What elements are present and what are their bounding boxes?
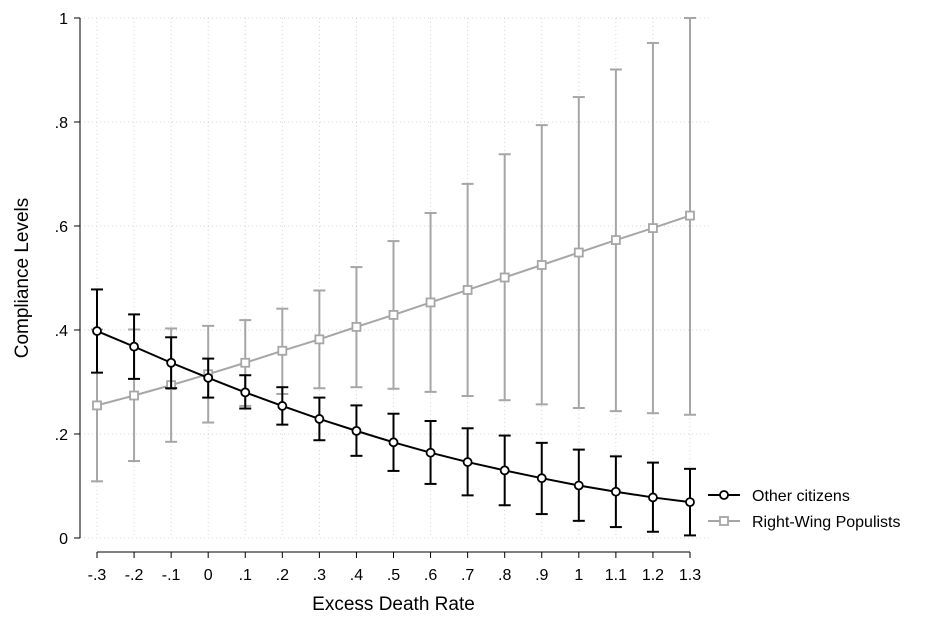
legend-marker bbox=[719, 490, 729, 500]
x-tick-label: .4 bbox=[350, 567, 363, 584]
data-point bbox=[277, 345, 288, 356]
data-point bbox=[685, 210, 695, 221]
legend-label: Other citizens bbox=[752, 488, 850, 505]
x-tick-label: 1.2 bbox=[642, 567, 664, 584]
data-point bbox=[240, 357, 251, 368]
x-tick-label: .2 bbox=[276, 567, 289, 584]
data-point bbox=[648, 223, 658, 233]
data-point bbox=[351, 425, 362, 436]
x-tick-label: -.1 bbox=[162, 567, 181, 584]
data-point bbox=[685, 497, 695, 508]
data-point bbox=[166, 357, 177, 368]
data-point bbox=[203, 372, 214, 383]
data-point bbox=[277, 401, 288, 411]
x-tick-label: .3 bbox=[313, 567, 326, 584]
series bbox=[91, 17, 696, 537]
data-point bbox=[536, 473, 547, 484]
data-point bbox=[314, 334, 325, 345]
y-tick-label: .8 bbox=[55, 115, 68, 132]
data-point bbox=[536, 260, 547, 270]
data-point bbox=[610, 486, 621, 497]
x-tick-label: .6 bbox=[424, 567, 437, 584]
data-point bbox=[240, 387, 251, 398]
series-other-citizens bbox=[91, 288, 696, 537]
data-point bbox=[314, 414, 325, 424]
series-right-wing-populists bbox=[91, 17, 696, 483]
x-tick-label: -.2 bbox=[125, 567, 144, 584]
data-point bbox=[573, 247, 584, 258]
data-point bbox=[388, 310, 399, 320]
x-tick-label: .9 bbox=[535, 567, 548, 584]
x-tick-label: .7 bbox=[461, 567, 474, 584]
x-tick-label: 1.1 bbox=[605, 567, 627, 584]
y-tick-label: .2 bbox=[55, 427, 68, 444]
data-point bbox=[610, 235, 621, 245]
x-tick-label: -.3 bbox=[88, 567, 107, 584]
data-point bbox=[573, 480, 584, 491]
y-tick-label: .4 bbox=[55, 323, 68, 340]
data-point bbox=[351, 321, 362, 332]
y-tick-label: 0 bbox=[59, 531, 68, 548]
x-tick-label: 1 bbox=[574, 567, 583, 584]
data-point bbox=[129, 341, 139, 352]
x-tick-label: 1.3 bbox=[679, 567, 701, 584]
x-tick-label: 0 bbox=[204, 567, 213, 584]
legend-marker bbox=[719, 516, 729, 526]
data-point bbox=[462, 285, 473, 295]
data-point bbox=[462, 457, 473, 467]
legend: Other citizens Right-Wing Populists bbox=[708, 488, 901, 531]
legend-label: Right-Wing Populists bbox=[752, 514, 901, 531]
x-tick-label: .1 bbox=[239, 567, 252, 584]
data-point bbox=[648, 492, 658, 503]
data-point bbox=[92, 400, 102, 411]
data-point bbox=[499, 272, 510, 283]
x-tick-label: .8 bbox=[498, 567, 511, 584]
data-point bbox=[92, 326, 102, 336]
data-point bbox=[499, 465, 510, 476]
data-point bbox=[388, 437, 399, 448]
ticks: 0 .2 .4 .6 .8 1 -.3 -.2 -.1 0 .1 .2 .3 .4 .5 .6 .7 .8 .9 1 1… bbox=[55, 11, 702, 584]
data-point bbox=[129, 390, 139, 401]
data-point bbox=[425, 297, 436, 308]
y-tick-label: 1 bbox=[59, 11, 68, 28]
y-tick-label: .6 bbox=[55, 219, 68, 236]
x-axis-label: Excess Death Rate bbox=[312, 594, 475, 615]
x-tick-label: .5 bbox=[387, 567, 400, 584]
y-axis-label: Compliance Levels bbox=[12, 198, 33, 359]
data-point bbox=[425, 447, 436, 458]
